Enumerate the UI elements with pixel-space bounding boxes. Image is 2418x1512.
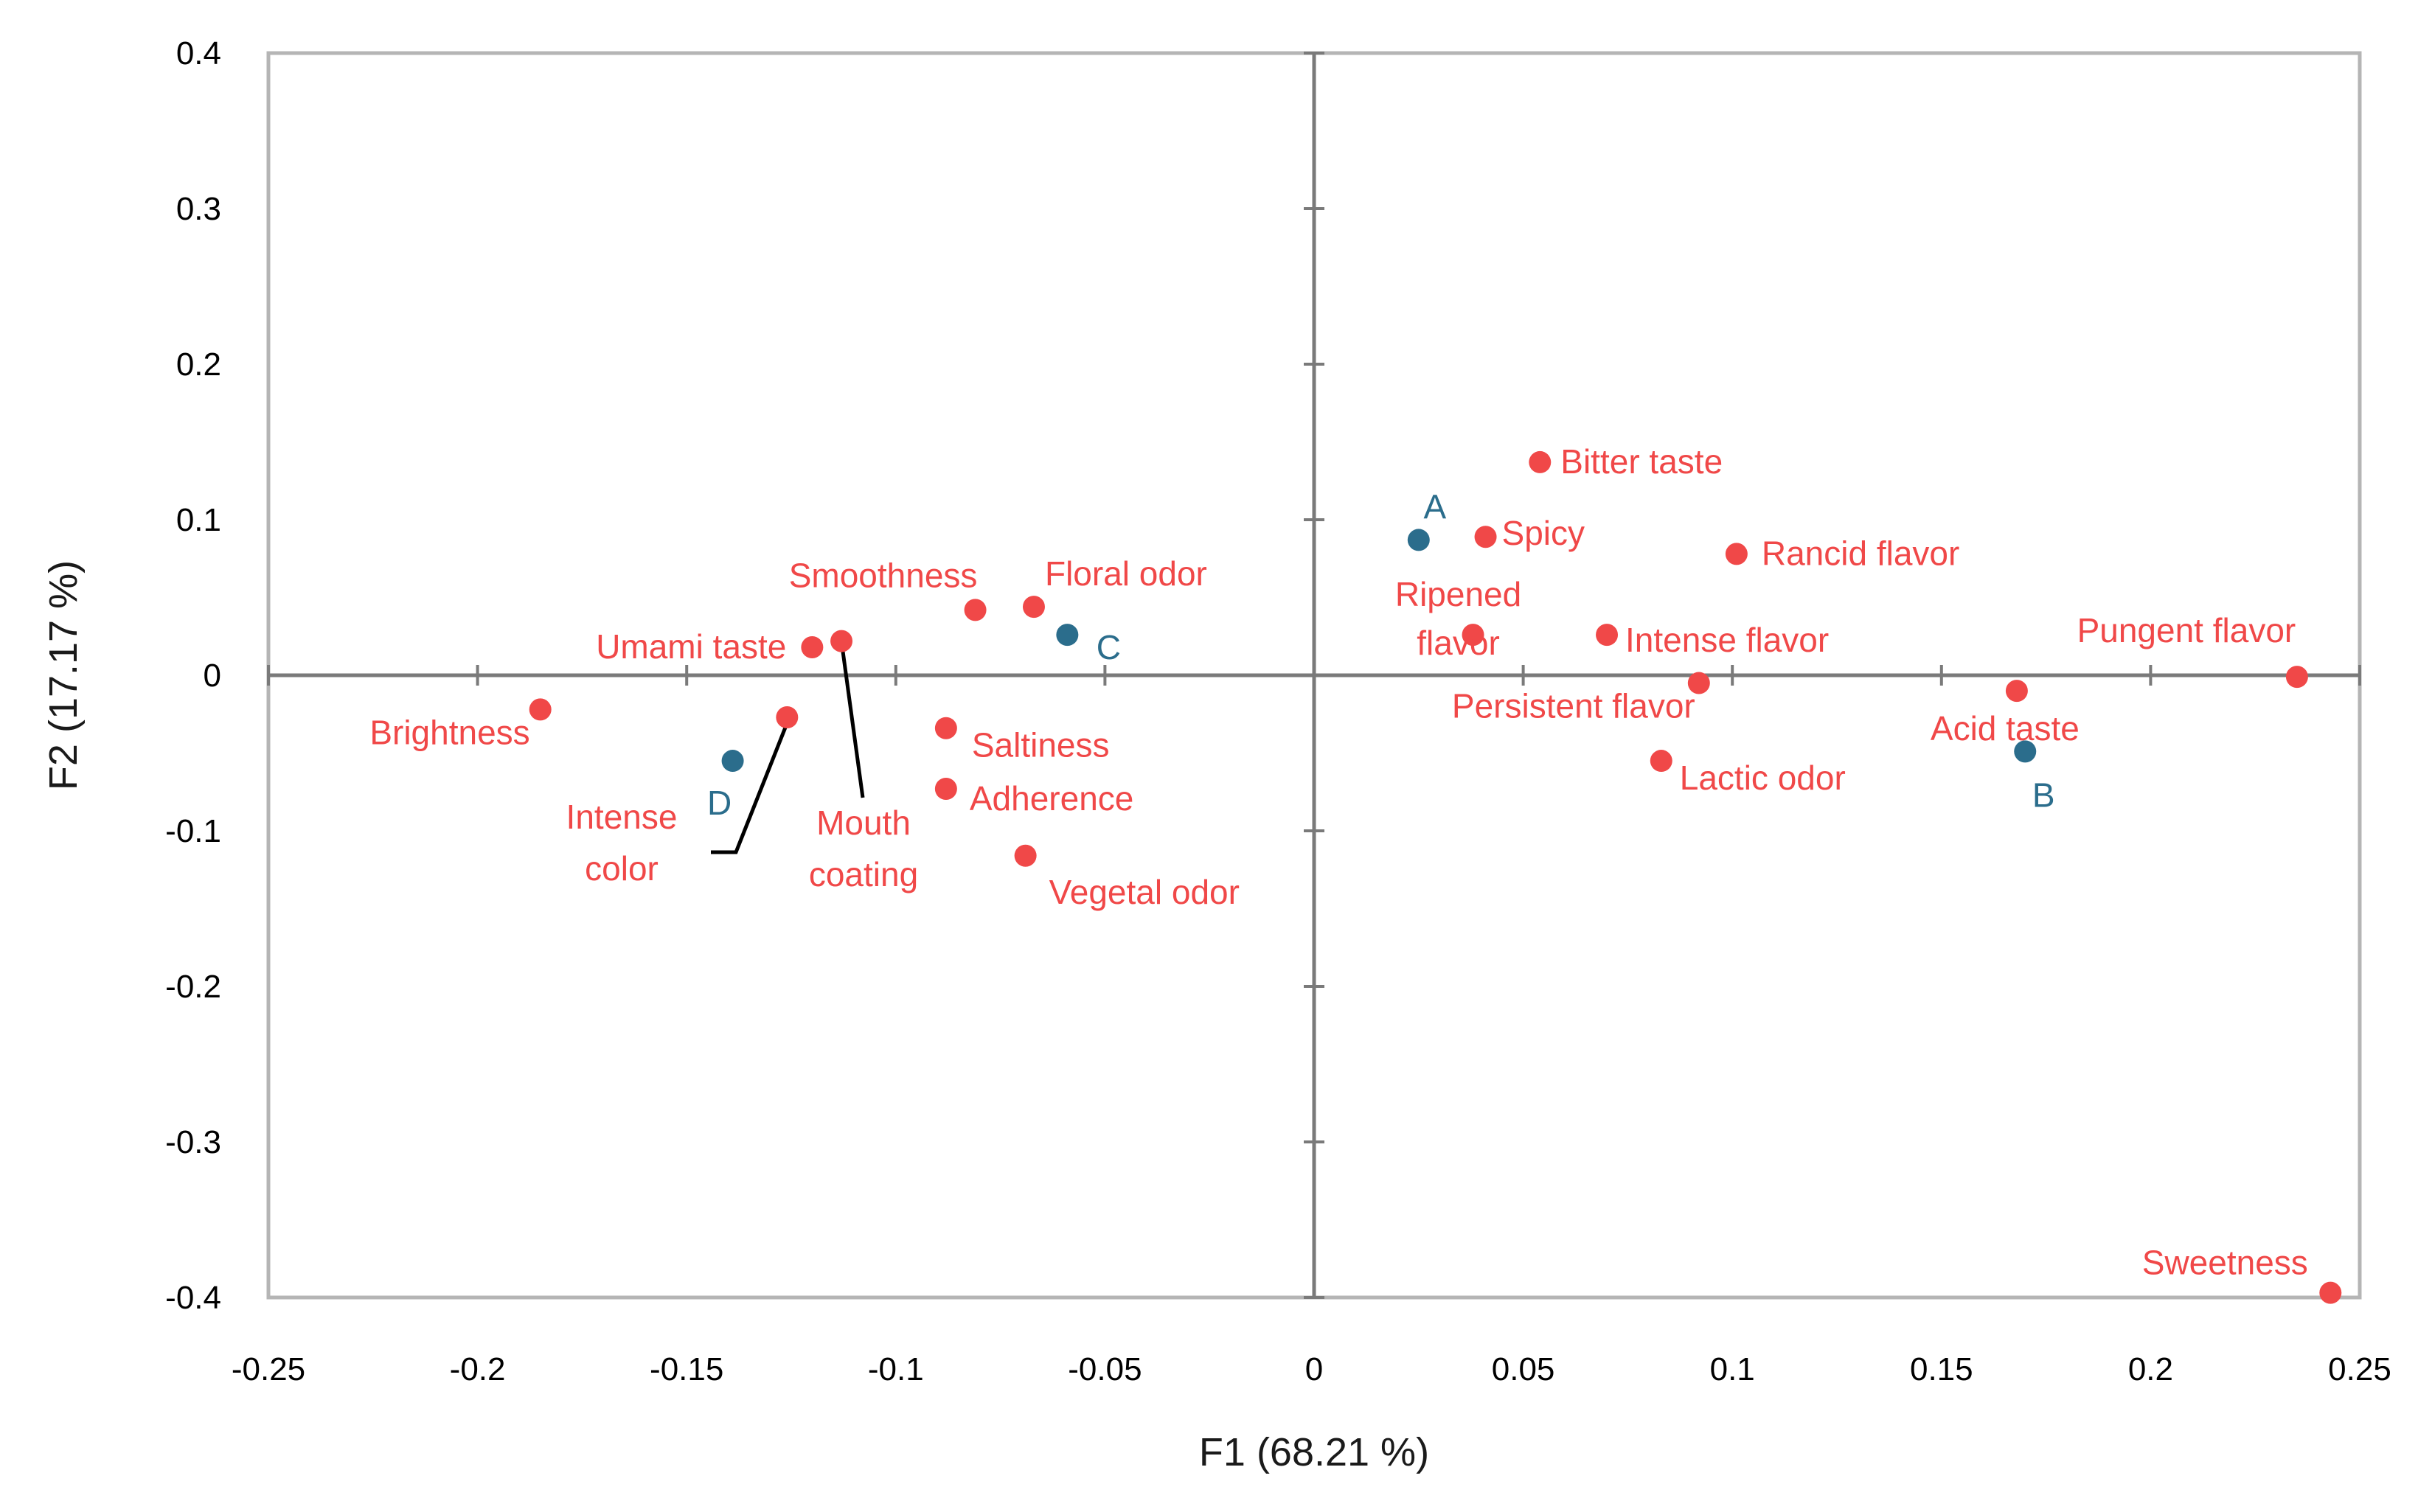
label-brightness: Brightness <box>369 713 529 751</box>
x-axis-title: F1 (68.21 %) <box>1199 1430 1429 1474</box>
label-c: C <box>1097 628 1121 666</box>
point-vegetal-odor <box>1014 844 1037 867</box>
label-sweetness: Sweetness <box>2142 1244 2308 1282</box>
point-a <box>1407 529 1430 551</box>
label-persistent-flavor: Persistent flavor <box>1452 687 1695 725</box>
point-mouth-coating <box>830 630 853 652</box>
label-pungent-flavor: Pungent flavor <box>2077 611 2296 649</box>
x-tick-label: -0.1 <box>868 1351 924 1387</box>
leader-intense-color <box>711 722 789 854</box>
label-a: A <box>1423 487 1446 526</box>
x-tick-label: 0.1 <box>1710 1351 1755 1387</box>
leader-mouth-coating <box>839 641 865 798</box>
label-vegetal-odor: Vegetal odor <box>1049 873 1240 911</box>
point-adherence <box>934 778 957 801</box>
x-tick-label: 0.2 <box>2128 1351 2173 1387</box>
label-b: B <box>2032 776 2055 814</box>
x-tick-label: -0.15 <box>650 1351 723 1387</box>
point-floral-odor <box>1022 596 1045 619</box>
point-intense-color <box>776 706 799 728</box>
x-tick-label: 0.05 <box>1492 1351 1555 1387</box>
y-tick-label: 0.1 <box>176 502 221 538</box>
label-ripened-flavor: Ripened flavor <box>1395 575 1521 662</box>
label-mouth-coating: Mouth coating <box>809 804 918 893</box>
label-smoothness: Smoothness <box>789 556 978 594</box>
label-bitter-taste: Bitter taste <box>1560 442 1723 481</box>
y-tick-label: 0.4 <box>176 35 221 72</box>
point-d <box>721 750 744 773</box>
x-tick-label: -0.05 <box>1068 1351 1142 1387</box>
y-tick-label: 0.2 <box>176 346 221 383</box>
y-tick-label: 0.3 <box>176 191 221 227</box>
label-d: D <box>707 784 732 822</box>
x-tick-label: -0.25 <box>232 1351 305 1387</box>
point-umami-taste <box>801 636 824 659</box>
point-acid-taste <box>2005 680 2028 703</box>
point-saltiness <box>934 717 957 739</box>
point-rancid-flavor <box>1725 543 1748 565</box>
label-intense-color: Intense color <box>566 798 678 888</box>
label-acid-taste: Acid taste <box>1931 709 2080 748</box>
x-tick-label: 0.25 <box>2328 1351 2391 1387</box>
label-adherence: Adherence <box>970 779 1134 818</box>
label-umami-taste: Umami taste <box>596 627 786 666</box>
point-ripened-flavor <box>1462 624 1484 647</box>
label-spicy: Spicy <box>1502 514 1585 552</box>
point-persistent-flavor <box>1687 672 1710 694</box>
point-intense-flavor <box>1596 624 1619 647</box>
x-tick-label: -0.2 <box>450 1351 506 1387</box>
y-tick-label: 0 <box>204 658 221 694</box>
point-sweetness <box>2319 1281 2342 1304</box>
point-bitter-taste <box>1529 450 1552 473</box>
y-tick-label: -0.4 <box>165 1280 221 1316</box>
y-tick-label: -0.3 <box>165 1124 221 1160</box>
label-rancid-flavor: Rancid flavor <box>1762 534 1959 572</box>
y-tick-label: -0.1 <box>165 813 221 849</box>
point-lactic-odor <box>1650 750 1672 773</box>
label-lactic-odor: Lactic odor <box>1680 759 1846 797</box>
point-pungent-flavor <box>2285 666 2308 689</box>
label-intense-flavor: Intense flavor <box>1625 621 1829 659</box>
point-c <box>1056 624 1079 647</box>
point-brightness <box>529 698 552 721</box>
point-spicy <box>1474 526 1497 548</box>
y-axis-title: F2 (17.17 %) <box>41 560 86 790</box>
point-b <box>2014 740 2037 763</box>
point-smoothness <box>964 599 987 621</box>
y-tick-label: -0.2 <box>165 969 221 1005</box>
x-tick-label: 0 <box>1305 1351 1323 1387</box>
label-saltiness: Saltiness <box>972 726 1110 764</box>
label-floral-odor: Floral odor <box>1045 554 1207 593</box>
x-tick-label: 0.15 <box>1910 1351 1973 1387</box>
